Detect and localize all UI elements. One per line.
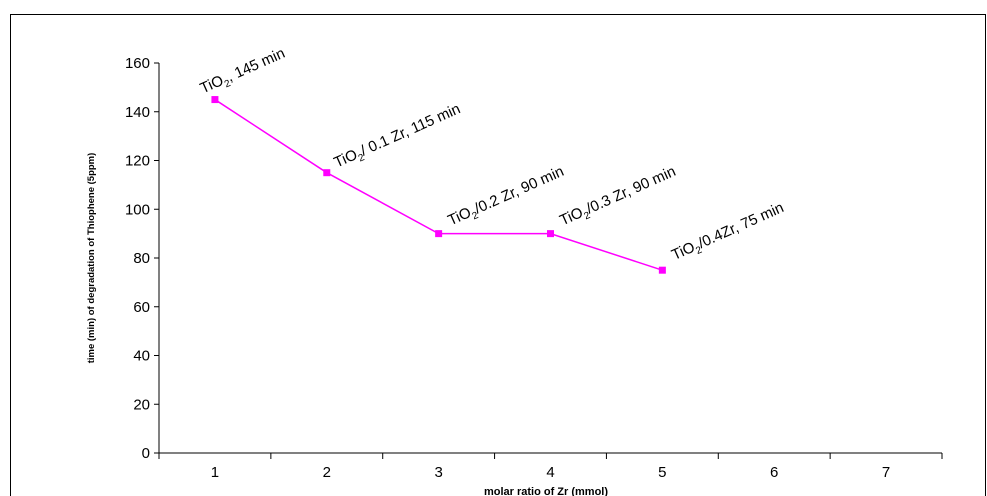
data-point [323,169,331,177]
data-point [211,96,219,104]
x-tick-label: 1 [211,464,219,481]
x-tick-label: 2 [323,464,331,481]
y-tick-label: 100 [125,201,150,218]
x-tick-label: 6 [770,464,778,481]
y-tick-label: 60 [133,299,150,316]
x-axis-title: molar ratio of Zr (mmol) [484,486,608,496]
data-marks [211,96,666,274]
chart-frame [10,14,986,496]
y-tick-label: 140 [125,104,150,121]
data-point [547,230,554,238]
x-tick-label: 4 [546,464,554,481]
y-tick-label: 20 [133,396,150,413]
y-tick-label: 80 [133,250,150,267]
y-tick-label: 40 [133,348,150,365]
x-tick-label: 5 [658,464,666,481]
x-tick-label: 3 [434,464,442,481]
x-tick-label: 7 [882,464,890,481]
y-tick-label: 120 [125,153,150,170]
y-axis-title: time (min) of degradation of Thiophene (… [86,153,97,364]
y-tick-label: 160 [125,55,150,72]
y-tick-label: 0 [142,445,150,462]
axes: 0 20 40 60 80 100 120 140 160 1 2 3 4 5 6 7 [125,55,943,481]
data-point [435,230,443,238]
data-point [658,266,666,274]
